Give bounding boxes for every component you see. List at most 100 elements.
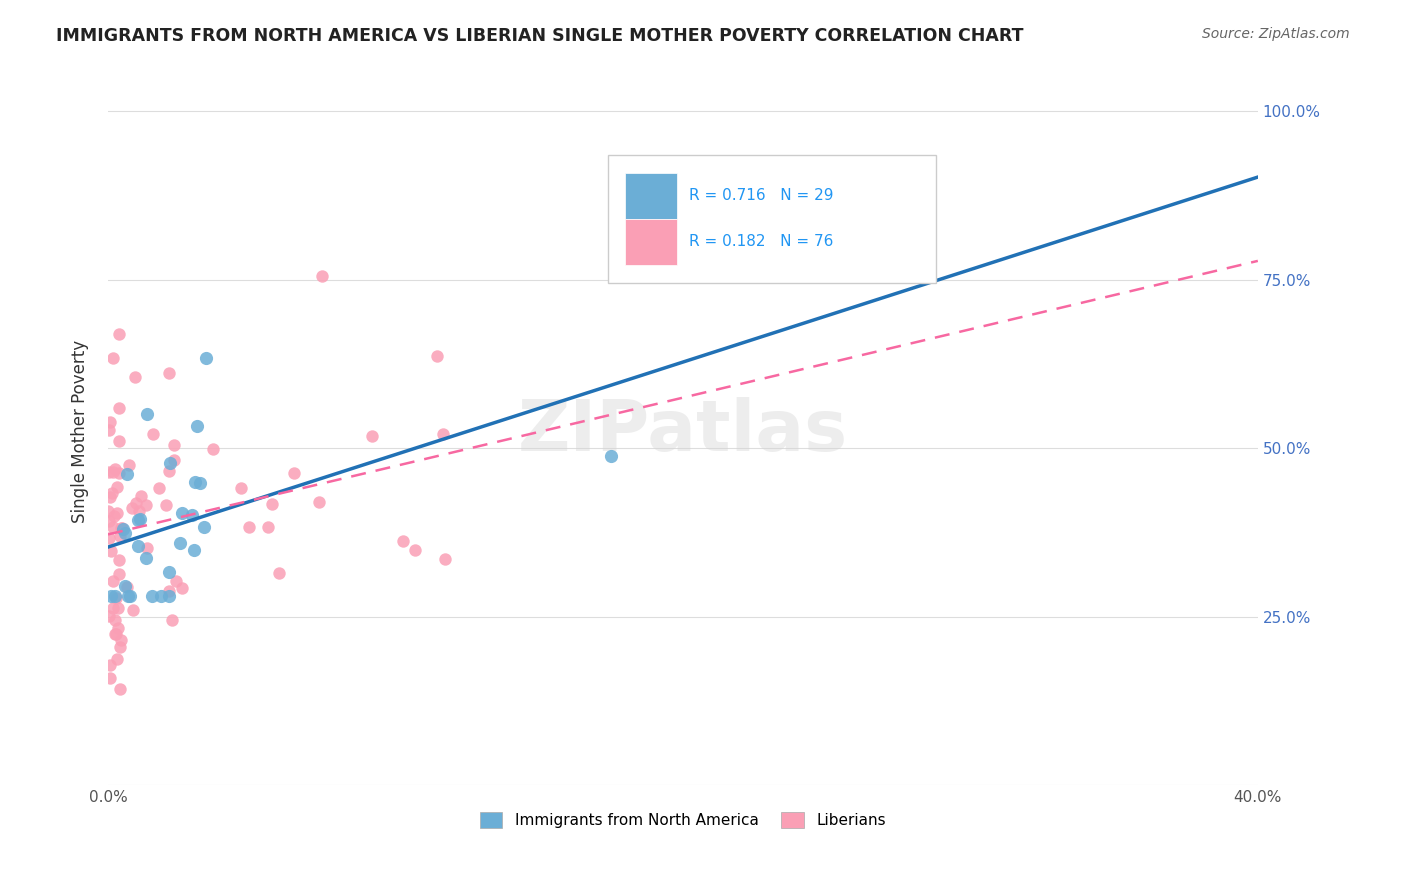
Point [97, 504, 120, 518]
Text: ZIPatlas: ZIPatlas [517, 397, 848, 466]
Point [112, 522, 135, 536]
Point [97, 514, 120, 528]
Point [101, 351, 124, 365]
Point [124, 495, 146, 509]
Point [114, 526, 136, 541]
Point [105, 479, 128, 493]
Point [104, 627, 127, 641]
Point [188, 475, 211, 490]
Point [157, 565, 180, 579]
Point [135, 408, 157, 422]
Point [120, 590, 142, 604]
Legend: Immigrants from North America, Liberians: Immigrants from North America, Liberians [474, 805, 893, 834]
Point [117, 590, 139, 604]
Point [360, 428, 382, 442]
Text: R = 0.182   N = 76: R = 0.182 N = 76 [689, 234, 832, 249]
Point [103, 601, 125, 615]
Point [122, 603, 145, 617]
Point [135, 541, 157, 556]
Point [108, 401, 131, 416]
Text: R = 0.716   N = 29: R = 0.716 N = 29 [689, 188, 834, 203]
Point [100, 590, 122, 604]
Point [105, 591, 128, 605]
Point [107, 567, 129, 582]
Point [432, 426, 454, 441]
Point [111, 521, 134, 535]
Point [103, 509, 125, 524]
Point [157, 583, 180, 598]
Point [193, 520, 215, 534]
Point [404, 543, 426, 558]
Point [98, 465, 121, 479]
Point [101, 520, 124, 534]
Point [98, 671, 121, 685]
Point [105, 652, 128, 666]
Point [426, 350, 449, 364]
Point [101, 465, 124, 479]
Point [392, 534, 415, 549]
Point [105, 506, 128, 520]
Point [104, 613, 127, 627]
Point [97, 423, 120, 437]
Point [107, 621, 129, 635]
Point [100, 543, 122, 558]
Point [127, 539, 149, 553]
Point [257, 520, 280, 534]
Point [159, 456, 181, 470]
Point [98, 531, 121, 545]
Point [163, 452, 186, 467]
Point [238, 520, 260, 534]
Point [104, 461, 127, 475]
FancyBboxPatch shape [626, 219, 678, 265]
Point [170, 506, 193, 520]
Point [162, 613, 184, 627]
Point [260, 497, 283, 511]
Point [157, 464, 180, 478]
Point [110, 633, 132, 648]
Point [157, 367, 180, 381]
Point [311, 268, 333, 283]
Point [194, 351, 217, 366]
Point [901, 260, 924, 275]
Point [104, 590, 127, 604]
Point [108, 681, 131, 696]
Y-axis label: Single Mother Poverty: Single Mother Poverty [72, 340, 89, 523]
Point [181, 508, 204, 522]
Point [118, 458, 141, 473]
Point [141, 590, 163, 604]
Point [108, 466, 131, 480]
Point [98, 490, 121, 504]
Point [148, 481, 170, 495]
Point [283, 467, 305, 481]
Point [114, 579, 136, 593]
Point [117, 467, 139, 482]
Point [269, 566, 291, 580]
Point [129, 489, 152, 503]
Point [165, 574, 187, 588]
FancyBboxPatch shape [626, 173, 678, 219]
Point [155, 498, 177, 512]
Text: IMMIGRANTS FROM NORTH AMERICA VS LIBERIAN SINGLE MOTHER POVERTY CORRELATION CHAR: IMMIGRANTS FROM NORTH AMERICA VS LIBERIA… [56, 27, 1024, 45]
Point [110, 521, 132, 535]
Point [98, 608, 121, 623]
Point [142, 426, 165, 441]
Point [184, 475, 207, 489]
Point [108, 327, 131, 342]
Point [107, 601, 129, 615]
Point [108, 529, 131, 543]
Point [98, 415, 121, 429]
FancyBboxPatch shape [609, 155, 936, 283]
Point [135, 550, 157, 565]
Point [434, 552, 457, 566]
Point [104, 627, 127, 641]
Point [169, 535, 191, 549]
Point [600, 450, 623, 464]
Point [101, 485, 124, 500]
Point [128, 504, 150, 518]
Point [121, 500, 143, 515]
Point [163, 438, 186, 452]
Point [135, 498, 157, 512]
Point [115, 580, 138, 594]
Point [308, 495, 330, 509]
Point [183, 543, 205, 558]
